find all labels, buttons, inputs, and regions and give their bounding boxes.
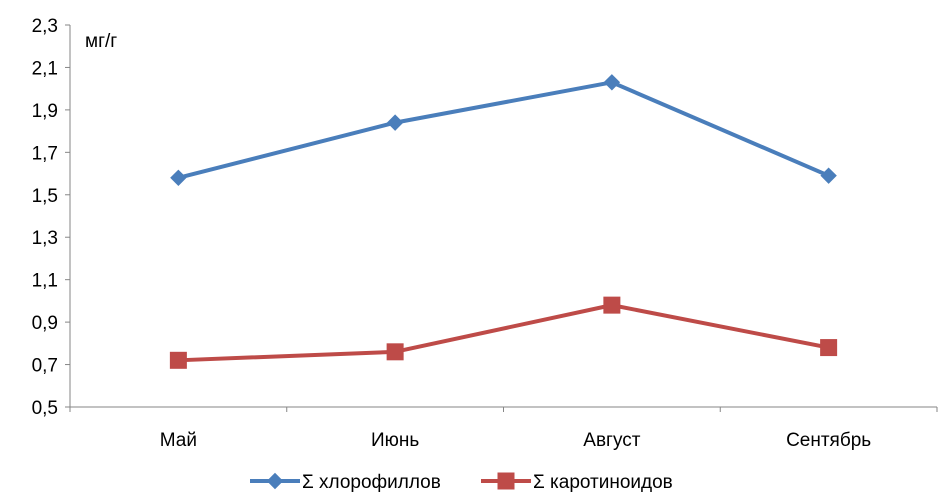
x-tick-label: Август (583, 430, 640, 451)
series-2 (169, 296, 838, 369)
legend-item: Σ каротиноидов (481, 472, 673, 493)
series-line (177, 80, 830, 180)
y-tick-label: 2,3 (32, 16, 58, 37)
y-tick-label: 0,9 (32, 313, 58, 334)
x-tick-label: Июнь (371, 430, 419, 451)
y-tick-label: 0,5 (32, 398, 58, 419)
data-point (170, 169, 187, 187)
legend-item: Σ хлорофиллов (250, 472, 441, 493)
x-axis-ticks: Май Июнь Август Сентябрь (69, 407, 938, 451)
x-tick-label: Май (160, 430, 197, 451)
y-axis-unit-label: мг/г (85, 31, 117, 52)
y-tick-label: 2,1 (32, 58, 58, 79)
y-axis-ticks: 0,5 0,7 0,9 1,1 1,3 1,5 1,7 1,9 2,1 2,3 (32, 16, 70, 419)
y-tick-label: 1,7 (32, 143, 58, 164)
data-point (603, 74, 621, 91)
y-tick-label: 0,7 (32, 356, 58, 377)
y-tick-label: 1,3 (32, 228, 58, 249)
legend-label: Σ каротиноидов (533, 472, 673, 493)
series-line (178, 303, 830, 363)
y-tick-label: 1,5 (32, 186, 58, 207)
data-point (820, 167, 837, 184)
legend-marker (497, 472, 515, 490)
x-axis: Май Июнь Август Сентябрь (69, 406, 938, 451)
legend: Σ хлорофиллов Σ каротиноидов (250, 472, 673, 493)
series-1 (170, 74, 837, 187)
legend-label: Σ хлорофиллов (302, 472, 441, 493)
y-tick-label: 1,9 (32, 101, 58, 122)
data-point (386, 114, 404, 131)
y-axis: 0,5 0,7 0,9 1,1 1,3 1,5 1,7 1,9 2,1 2,3 мг/г (32, 16, 118, 419)
x-tick-label: Сентябрь (786, 430, 871, 451)
data-point (386, 343, 404, 361)
legend-marker (266, 472, 284, 490)
y-tick-label: 1,1 (32, 271, 58, 292)
data-point (603, 296, 621, 314)
series-layer (169, 74, 838, 369)
data-point (820, 339, 838, 357)
data-point (169, 351, 187, 369)
